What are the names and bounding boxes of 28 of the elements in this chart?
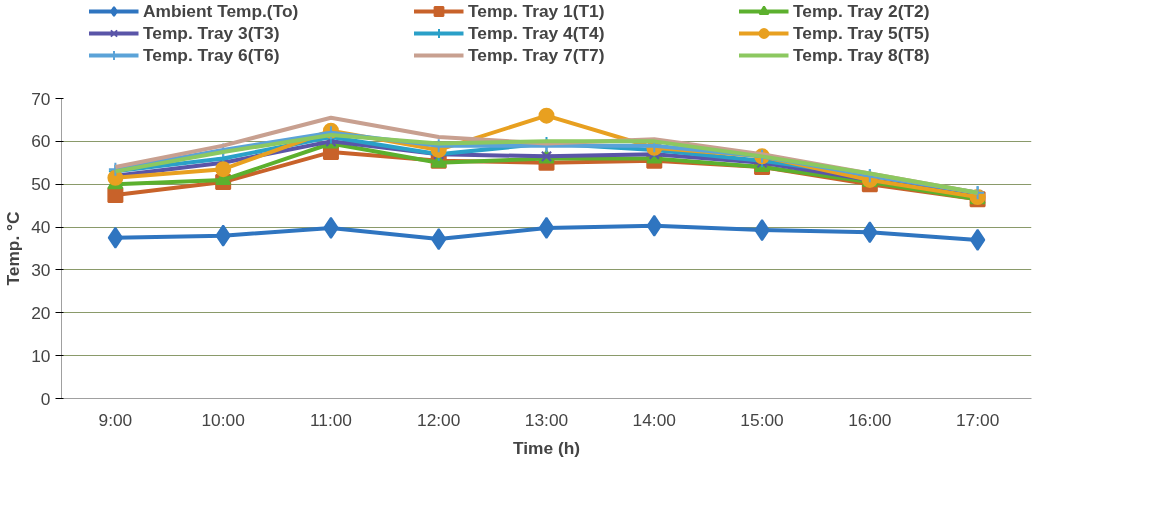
legend-label: Temp. Tray 1(T1): [468, 0, 606, 22]
x-tick-label: 14:00: [632, 409, 676, 430]
legend-label: Temp. Tray 4(T4): [468, 22, 606, 44]
x-tick-label: 13:00: [524, 409, 569, 430]
x-tick-label: 10:00: [201, 409, 245, 430]
y-tick-label: 20: [31, 302, 51, 323]
y-tick-label: 50: [31, 174, 51, 195]
x-tick-label: 17:00: [955, 409, 1000, 430]
y-tick-label: 0: [40, 388, 51, 409]
y-tick-label: 40: [31, 217, 51, 238]
x-tick-label: 16:00: [848, 409, 892, 430]
y-tick-label: 60: [31, 131, 51, 152]
y-axis-title: Temp. °C: [3, 211, 24, 286]
x-axis-title: Time (h): [512, 437, 581, 458]
legend-label: Ambient Temp.(To): [143, 0, 300, 22]
x-tick-label: 15:00: [740, 409, 784, 430]
y-tick-label: 10: [31, 345, 51, 366]
y-tick-label: 30: [31, 259, 51, 280]
x-tick-label: 11:00: [309, 409, 352, 430]
y-tick-label: 70: [31, 88, 51, 109]
legend-label: Temp. Tray 5(T5): [793, 22, 931, 44]
x-tick-label: 12:00: [417, 409, 461, 430]
legend-label: Temp. Tray 8(T8): [793, 44, 931, 66]
legend-label: Temp. Tray 7(T7): [468, 44, 606, 66]
x-tick-label: 9:00: [98, 409, 133, 430]
legend-label: Temp. Tray 3(T3): [143, 22, 281, 44]
legend-label: Temp. Tray 2(T2): [793, 0, 931, 22]
legend-label: Temp. Tray 6(T6): [143, 44, 281, 66]
